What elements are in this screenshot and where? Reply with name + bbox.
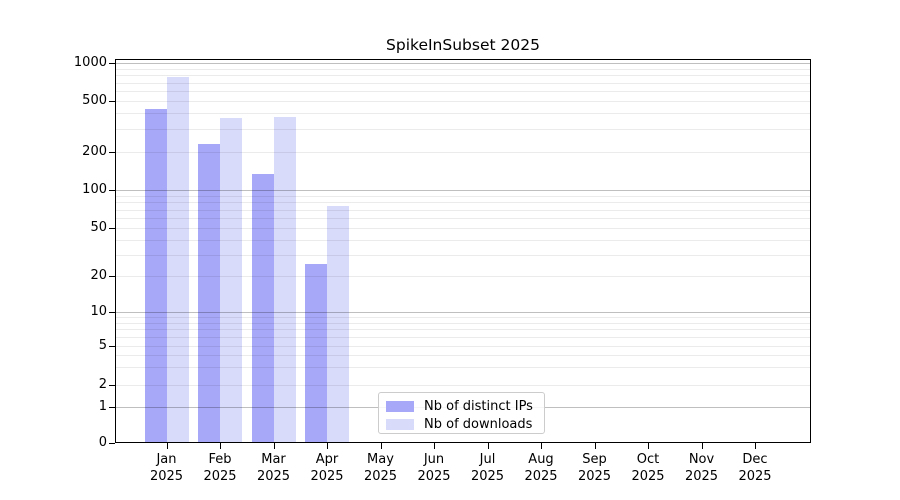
legend-label-distinct-ips: Nb of distinct IPs <box>424 398 533 414</box>
y-tick-5 <box>109 346 115 348</box>
x-tick-label-feb: Feb 2025 <box>203 452 237 484</box>
y-tick-200 <box>109 152 115 154</box>
minor-gridline-400 <box>115 113 811 115</box>
minor-gridline-700 <box>115 82 811 84</box>
y-tick-100 <box>109 190 115 192</box>
y-tick-label-1: 1 <box>98 399 107 414</box>
chart-title: SpikeInSubset 2025 <box>386 36 540 54</box>
x-tick-sep <box>594 443 596 449</box>
major-gridline-100 <box>115 190 811 191</box>
minor-gridline-50 <box>115 228 811 229</box>
x-tick-label-aug: Aug 2025 <box>524 452 558 484</box>
bar-downloads-jan <box>166 77 189 443</box>
y-tick-label-0: 0 <box>98 435 107 450</box>
legend-label-downloads: Nb of downloads <box>424 416 533 432</box>
x-tick-may <box>380 443 382 449</box>
x-tick-mar <box>273 443 275 449</box>
legend-swatch-distinct-ips-icon <box>386 400 414 412</box>
minor-gridline-800 <box>115 75 811 77</box>
x-tick-label-sep: Sep 2025 <box>577 452 612 484</box>
minor-gridline-4 <box>115 355 811 357</box>
minor-gridline-80 <box>115 202 811 204</box>
minor-gridline-200 <box>115 152 811 153</box>
minor-gridline-2 <box>115 384 811 386</box>
legend-item-downloads: Nb of downloads <box>386 416 544 432</box>
x-tick-dec <box>755 443 757 449</box>
minor-gridline-40 <box>115 239 811 241</box>
minor-gridline-20 <box>115 276 811 277</box>
legend-swatch-downloads-icon <box>386 418 414 430</box>
y-tick-0 <box>109 443 115 445</box>
y-tick-label-20: 20 <box>90 268 107 283</box>
minor-gridline-70 <box>115 209 811 211</box>
minor-gridline-60 <box>115 218 811 219</box>
y-tick-1000 <box>109 63 115 65</box>
legend-item-distinct-ips: Nb of distinct IPs <box>386 398 544 414</box>
y-tick-label-2: 2 <box>98 376 107 392</box>
minor-gridline-9 <box>115 317 811 319</box>
x-tick-label-mar: Mar 2025 <box>256 452 291 484</box>
y-tick-label-10: 10 <box>90 304 107 319</box>
minor-gridline-5 <box>115 346 811 347</box>
y-tick-label-500: 500 <box>82 93 107 108</box>
x-tick-feb <box>220 443 222 449</box>
bar-distinct-ips-feb <box>198 144 220 443</box>
y-tick-label-100: 100 <box>82 182 107 197</box>
x-tick-jul <box>487 443 489 449</box>
x-tick-label-nov: Nov 2025 <box>684 452 719 484</box>
y-tick-label-200: 200 <box>82 144 107 159</box>
y-tick-1 <box>109 407 115 409</box>
x-tick-nov <box>701 443 703 449</box>
minor-gridline-30 <box>115 254 811 256</box>
minor-gridline-500 <box>115 101 811 102</box>
y-tick-2 <box>109 384 115 386</box>
minor-gridline-7 <box>115 329 811 331</box>
x-tick-aug <box>541 443 543 449</box>
y-tick-20 <box>109 276 115 278</box>
minor-gridline-900 <box>115 68 811 70</box>
x-tick-jun <box>434 443 436 449</box>
legend: Nb of distinct IPs Nb of downloads <box>378 392 545 434</box>
minor-gridline-8 <box>115 322 811 324</box>
x-tick-apr <box>327 443 329 449</box>
bar-distinct-ips-jan <box>144 109 167 443</box>
minor-gridline-6 <box>115 337 811 339</box>
y-tick-label-50: 50 <box>90 220 107 235</box>
bar-distinct-ips-apr <box>305 264 327 443</box>
bar-distinct-ips-mar <box>251 173 274 443</box>
x-tick-label-jun: Jun 2025 <box>417 452 451 484</box>
major-gridline-10 <box>115 312 811 313</box>
y-tick-label-5: 5 <box>98 338 107 353</box>
y-tick-50 <box>109 228 115 230</box>
x-tick-oct <box>648 443 650 449</box>
y-tick-500 <box>109 101 115 103</box>
x-tick-label-apr: Apr 2025 <box>310 452 344 484</box>
x-tick-label-oct: Oct 2025 <box>631 452 665 484</box>
x-tick-label-jan: Jan 2025 <box>149 452 184 484</box>
x-tick-label-jul: Jul 2025 <box>470 452 505 484</box>
y-tick-10 <box>109 312 115 314</box>
bar-downloads-apr <box>327 205 349 443</box>
y-tick-label-1000: 1000 <box>73 55 107 70</box>
minor-gridline-300 <box>115 129 811 131</box>
major-gridline-1000 <box>115 63 811 64</box>
bar-downloads-mar <box>273 117 296 443</box>
bar-downloads-feb <box>220 117 242 443</box>
x-tick-jan <box>166 443 168 449</box>
minor-gridline-600 <box>115 91 811 92</box>
x-tick-label-may: May 2025 <box>363 452 398 484</box>
minor-gridline-3 <box>115 367 811 369</box>
x-tick-label-dec: Dec 2025 <box>738 452 772 484</box>
minor-gridline-90 <box>115 195 811 197</box>
